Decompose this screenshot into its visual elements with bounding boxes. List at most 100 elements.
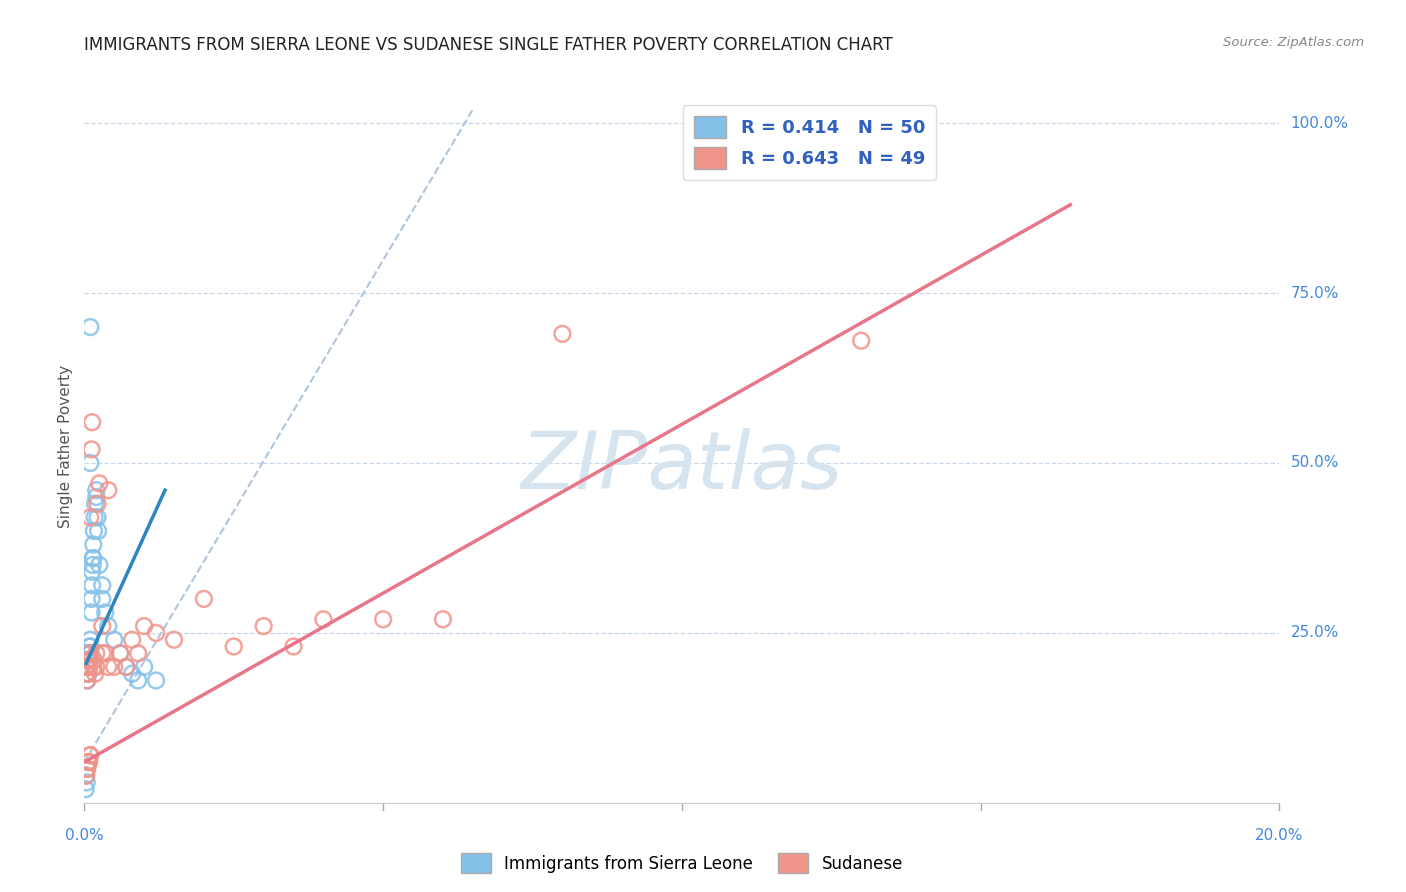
Point: [76, 666, 98, 681]
Point: [89, 476, 111, 491]
Point: [75, 660, 97, 674]
Point: [97, 483, 120, 498]
Point: [79, 320, 101, 334]
Text: 20.0%: 20.0%: [1256, 828, 1303, 843]
Point: [80, 442, 103, 457]
Point: [79, 748, 101, 763]
Point: [79, 640, 101, 654]
Point: [79, 646, 101, 660]
Point: [222, 640, 245, 654]
Point: [82, 415, 104, 429]
Point: [132, 660, 156, 674]
Point: [82, 660, 104, 674]
Point: [84, 666, 107, 681]
Point: [121, 632, 143, 647]
Point: [77, 755, 100, 769]
Point: [84, 497, 107, 511]
Point: [551, 326, 574, 341]
Point: [79, 653, 101, 667]
Point: [77, 646, 100, 660]
Point: [77, 646, 100, 660]
Point: [89, 558, 111, 572]
Point: [132, 619, 156, 633]
Point: [77, 660, 100, 674]
Point: [76, 762, 98, 776]
Point: [79, 748, 101, 763]
Point: [75, 660, 97, 674]
Point: [76, 762, 98, 776]
Point: [163, 632, 186, 647]
Point: [115, 660, 138, 674]
Point: [87, 524, 110, 538]
Point: [76, 775, 98, 789]
Point: [80, 606, 103, 620]
Point: [76, 673, 98, 688]
Point: [82, 578, 104, 592]
Point: [80, 591, 103, 606]
Point: [83, 653, 105, 667]
Point: [79, 653, 101, 667]
Point: [110, 646, 132, 660]
Point: [79, 510, 101, 524]
Point: [77, 660, 100, 674]
Point: [77, 755, 100, 769]
Legend: Immigrants from Sierra Leone, Sudanese: Immigrants from Sierra Leone, Sudanese: [454, 847, 910, 880]
Point: [82, 551, 104, 566]
Point: [127, 673, 149, 688]
Point: [79, 646, 101, 660]
Text: 50.0%: 50.0%: [1291, 456, 1339, 470]
Point: [77, 660, 100, 674]
Point: [75, 666, 97, 681]
Text: IMMIGRANTS FROM SIERRA LEONE VS SUDANESE SINGLE FATHER POVERTY CORRELATION CHART: IMMIGRANTS FROM SIERRA LEONE VS SUDANESE…: [84, 36, 893, 54]
Point: [77, 666, 100, 681]
Point: [97, 660, 120, 674]
Point: [86, 490, 108, 504]
Point: [86, 660, 108, 674]
Point: [86, 510, 108, 524]
Point: [76, 660, 98, 674]
Point: [94, 606, 117, 620]
Point: [75, 769, 97, 783]
Text: 75.0%: 75.0%: [1291, 285, 1339, 301]
Text: 0.0%: 0.0%: [65, 828, 104, 843]
Point: [851, 334, 873, 348]
Point: [75, 646, 97, 660]
Point: [83, 524, 105, 538]
Point: [115, 660, 138, 674]
Point: [76, 653, 98, 667]
Point: [79, 456, 101, 470]
Point: [91, 591, 114, 606]
Point: [145, 673, 167, 688]
Point: [77, 653, 100, 667]
Point: [77, 666, 100, 681]
Point: [121, 666, 143, 681]
Point: [82, 537, 104, 551]
Point: [145, 626, 167, 640]
Point: [193, 591, 215, 606]
Point: [312, 612, 335, 626]
Y-axis label: Single Father Poverty: Single Father Poverty: [58, 365, 73, 527]
Point: [82, 565, 104, 579]
Point: [79, 640, 101, 654]
Point: [79, 646, 101, 660]
Point: [83, 510, 105, 524]
Point: [82, 558, 104, 572]
Point: [103, 632, 125, 647]
Text: Source: ZipAtlas.com: Source: ZipAtlas.com: [1223, 36, 1364, 49]
Text: 100.0%: 100.0%: [1291, 116, 1348, 131]
Point: [127, 646, 149, 660]
Point: [86, 646, 108, 660]
Point: [86, 497, 108, 511]
Point: [110, 646, 132, 660]
Point: [79, 632, 101, 647]
Point: [283, 640, 305, 654]
Point: [77, 755, 100, 769]
Point: [79, 653, 101, 667]
Point: [77, 653, 100, 667]
Point: [91, 619, 114, 633]
Point: [253, 619, 276, 633]
Point: [373, 612, 395, 626]
Point: [97, 619, 120, 633]
Point: [75, 769, 97, 783]
Point: [103, 660, 125, 674]
